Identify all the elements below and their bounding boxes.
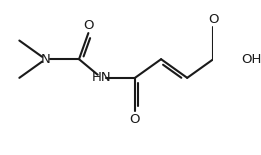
- Text: OH: OH: [241, 53, 261, 66]
- Text: HN: HN: [92, 71, 111, 84]
- Text: O: O: [208, 13, 218, 26]
- Text: O: O: [130, 113, 140, 126]
- Text: O: O: [83, 19, 94, 32]
- Text: N: N: [40, 53, 50, 66]
